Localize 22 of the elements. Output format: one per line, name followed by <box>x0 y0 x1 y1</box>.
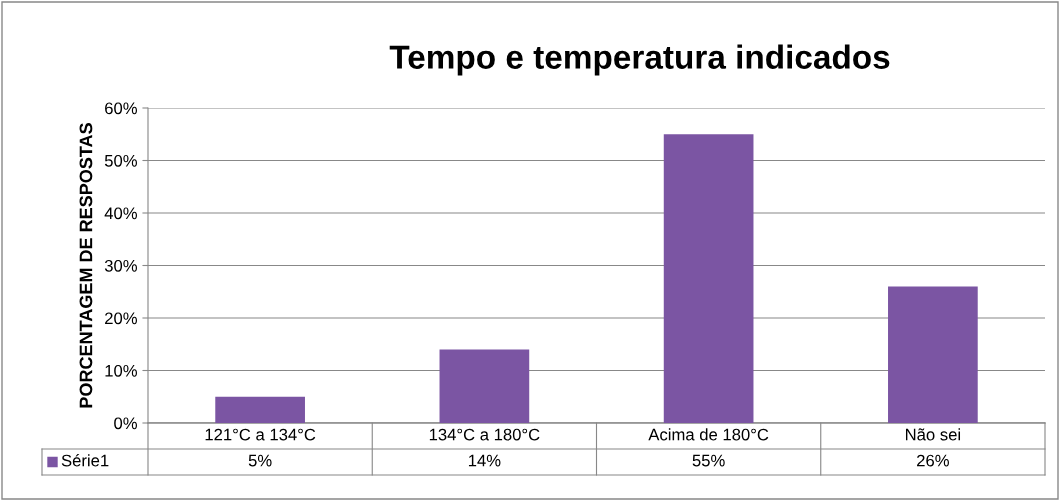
legend-label: Série1 <box>61 454 109 467</box>
bar <box>888 286 978 423</box>
bar <box>215 396 305 423</box>
y-tick-label: 60% <box>105 102 137 115</box>
data-label: 5% <box>248 454 272 467</box>
x-tick-label: 121°C a 134°C <box>205 428 316 441</box>
x-tick-label: Acima de 180°C <box>648 428 769 441</box>
y-tick-label: 40% <box>104 207 137 220</box>
data-label: 55% <box>692 454 725 467</box>
y-axis-title: PORCENTAGEM DE RESPOSTAS <box>79 123 93 408</box>
data-label: 26% <box>917 454 949 467</box>
y-tick-label: 0% <box>114 417 137 430</box>
y-tick-label: 20% <box>105 312 137 325</box>
y-tick-label: 10% <box>105 364 137 377</box>
y-tick-label: 30% <box>104 259 137 272</box>
bar <box>439 349 530 423</box>
data-label: 14% <box>468 454 501 467</box>
x-tick-label: Não sei <box>905 428 961 441</box>
y-tick-label: 50% <box>104 154 137 167</box>
chart-title: Tempo e temperatura indicados <box>389 44 890 76</box>
x-tick-label: 134°C a 180°C <box>429 428 540 441</box>
bar <box>663 134 754 423</box>
